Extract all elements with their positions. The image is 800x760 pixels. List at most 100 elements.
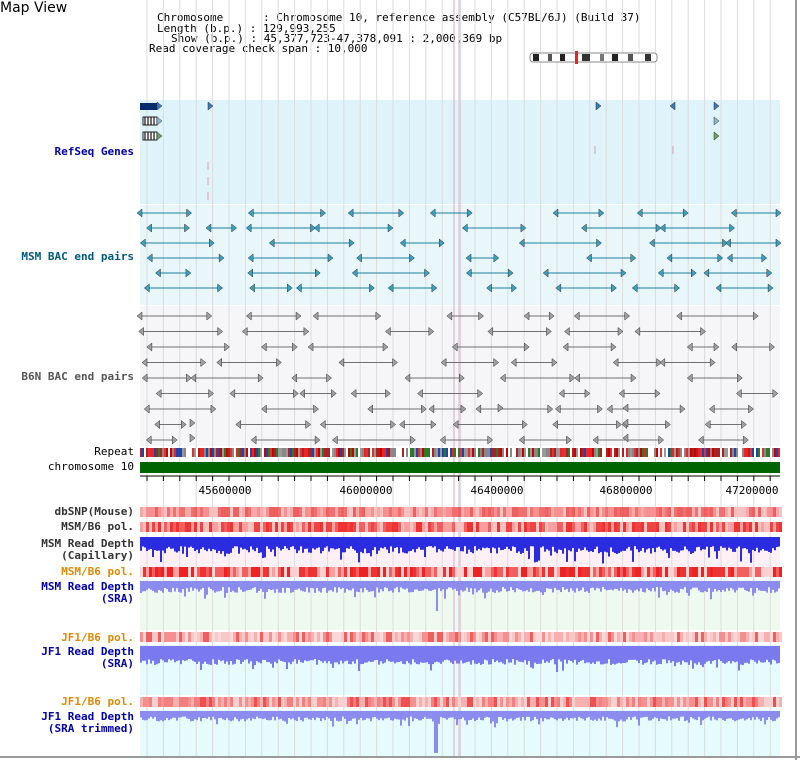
msm-pol-strip-cell [656,522,659,532]
msm-capillary-depth-bar [616,537,618,554]
msm-sra-depth-bar [338,581,340,588]
jf1-sra-depth-bar [378,646,380,665]
bac-end-arrow [261,342,267,352]
repeat-cell [712,448,714,457]
bac-end-arrow [769,342,775,352]
jf1-trim-depth-bar [362,711,364,721]
msm-pol-strip-cell [425,522,428,532]
msm-sra-depth-bar [194,581,196,589]
repeat-cell [220,448,222,457]
jf1-pol-strip-cell [359,632,362,642]
msm-bac-features[interactable] [136,208,782,293]
msm-capillary-depth-bar [254,537,256,552]
msm-pol-sra-strip-cell [683,567,686,577]
repeat-cell [462,448,464,457]
jf1-trim-depth-bar [180,711,182,718]
read-depth-tracks[interactable] [140,537,780,753]
jf1-sra-depth-bar [172,646,174,660]
chromosome-bar[interactable] [140,462,780,473]
msm-pol-strip-cell [542,522,545,532]
msm-capillary-depth-bar [610,537,612,548]
dbsnp-strip-cell [521,507,524,517]
repeat-track[interactable] [140,448,780,457]
jf1-sra-depth-bar [216,646,218,665]
jf1-pol-trim-strip-cell [269,697,272,707]
msm-pol-strip-cell [470,522,473,532]
jf1-trim-depth-bar [230,711,232,722]
dbsnp-strip-cell [536,507,539,517]
repeat-cell [298,448,300,457]
msm-capillary-depth-bar [656,537,658,548]
bac-end-arrow [171,435,178,445]
msm-sra-depth-bar [700,581,702,593]
msm-pol-sra-strip-cell [401,567,404,577]
bac-end-arrow [741,419,747,430]
jf1-depth-trim-label[interactable]: JF1 Read Depth [41,710,134,723]
msm-depth-sra-label[interactable]: MSM Read Depth [41,580,134,593]
msm-pol-strip-cell [356,522,359,532]
jf1-pol-strip-cell [473,632,476,642]
polymorphism-strips[interactable] [140,507,782,707]
jf1-sra-depth-bar [338,646,340,665]
msm-bac-label[interactable]: MSM BAC end pairs [21,250,134,263]
repeat-cell [740,448,742,457]
repeat-cell [552,448,554,457]
msm-b6-pol-sra-label[interactable]: MSM/B6 pol. [61,565,134,578]
msm-sra-depth-bar [616,581,618,589]
jf1-trim-depth-bar [356,711,358,725]
msm-b6-pol-label[interactable]: MSM/B6 pol. [61,520,134,533]
jf1-b6-pol-label[interactable]: JF1/B6 pol. [61,631,134,644]
jf1-trim-depth-bar [568,711,570,721]
jf1-trim-depth-bar [170,711,172,719]
bac-end-arrow [630,253,637,263]
jf1-pol-strip-cell [296,632,299,642]
repeat-cell [698,448,700,457]
jf1-trim-depth-bar [216,711,218,725]
msm-capillary-depth-bar [510,537,512,551]
b6n-bac-label[interactable]: B6N BAC end pairs [21,370,134,383]
msm-capillary-depth-bar [396,537,398,548]
b6n-bac-features[interactable] [136,311,779,445]
msm-pol-sra-strip-cell [296,567,299,577]
msm-capillary-depth-bar [524,537,526,549]
jf1-sra-depth-bar [528,646,530,662]
refseq-features[interactable] [140,101,720,200]
bac-end-arrow [206,311,213,321]
jf1-pol-strip-cell [374,632,377,642]
msm-sra-depth-bar [550,581,552,589]
repeat-cell [556,448,558,457]
msm-pol-strip-cell [239,522,242,532]
bac-end-arrow [622,418,629,428]
msm-pol-sra-strip-cell [419,567,422,577]
jf1-sra-depth-bar [632,646,634,660]
msm-capillary-depth-bar [186,537,188,558]
jf1-depth-sra-label[interactable]: JF1 Read Depth [41,645,134,658]
jf1-pol-trim-strip-cell [572,697,575,707]
dbsnp-label[interactable]: dbSNP(Mouse) [54,505,134,518]
jf1-pol-trim-strip-cell [734,697,737,707]
refseq-genes-label[interactable]: RefSeq Genes [54,145,134,158]
bac-end-arrow [477,388,484,399]
jf1-sra-depth-bar [450,646,452,663]
repeat-cell [390,448,392,457]
jf1-trim-depth-bar [770,711,772,720]
jf1-sra-depth-bar [510,646,512,663]
msm-depth-capillary-label[interactable]: MSM Read Depth [41,537,134,550]
msm-sra-depth-bar [420,581,422,591]
msm-pol-strip-cell [704,522,707,532]
jf1-pol-trim-strip-cell [497,697,500,707]
msm-pol-strip-cell [584,522,587,532]
chromosome-ideogram[interactable] [529,51,658,64]
msm-sra-depth-bar [532,581,534,593]
msm-pol-strip-cell [392,522,395,532]
repeat-cell [400,448,402,457]
jf1-trim-depth-bar [196,711,198,721]
repeat-cell [586,448,588,457]
repeat-cell [700,448,702,457]
msm-capillary-depth-bar [716,537,718,559]
msm-pol-sra-strip-cell [458,567,461,577]
msm-pol-strip-cell [245,522,248,532]
jf1-b6-pol-trim-label[interactable]: JF1/B6 pol. [61,695,134,708]
jf1-trim-depth-bar [416,711,418,719]
